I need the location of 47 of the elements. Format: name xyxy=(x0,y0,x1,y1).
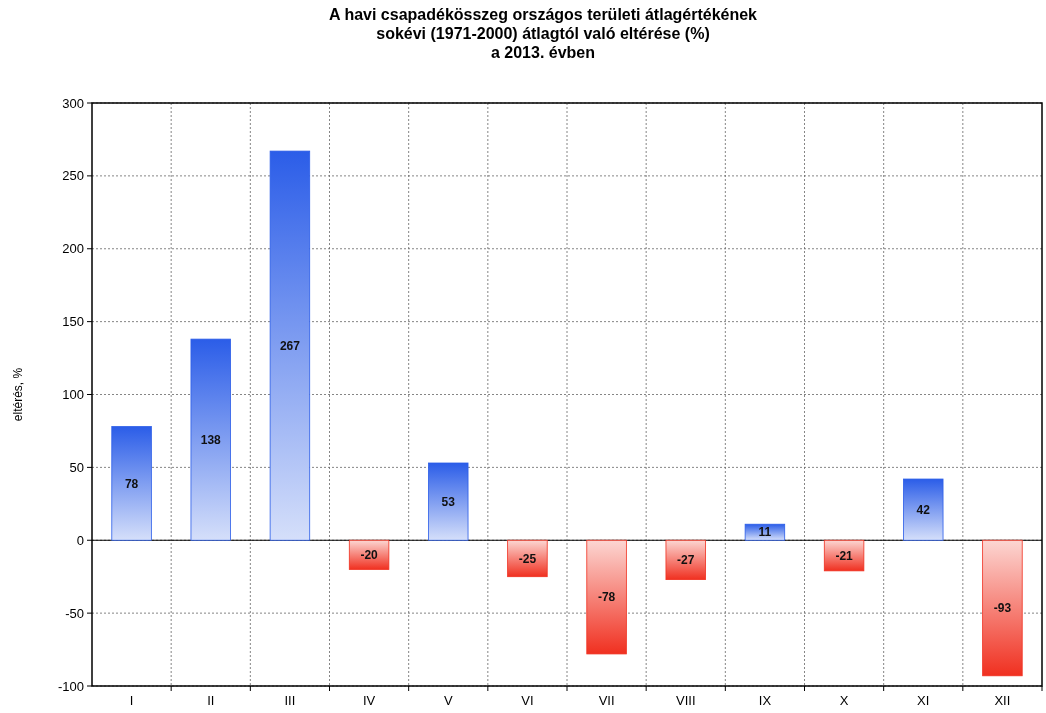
data-label: -78 xyxy=(597,590,616,605)
data-label: -27 xyxy=(677,553,695,568)
bar xyxy=(744,523,786,541)
bar xyxy=(190,338,231,541)
bar xyxy=(507,539,548,578)
data-label: 267 xyxy=(279,338,301,353)
x-tick-label: VII xyxy=(598,693,615,708)
bar xyxy=(823,539,865,572)
y-tick-label: -100 xyxy=(57,678,84,694)
x-tick-label: V xyxy=(443,693,453,708)
bar xyxy=(982,539,1023,677)
x-tick-label: XII xyxy=(994,693,1011,708)
bar xyxy=(269,150,311,541)
x-tick-label: I xyxy=(129,693,134,708)
x-tick-label: II xyxy=(207,693,215,708)
data-label: 53 xyxy=(441,494,456,509)
y-tick-label: 100 xyxy=(62,387,84,403)
x-tick-label: X xyxy=(839,693,849,708)
y-axis-title: eltérés, % xyxy=(11,367,25,422)
y-tick-label: 50 xyxy=(69,459,84,475)
data-label: 42 xyxy=(916,502,931,517)
data-label: -25 xyxy=(518,551,537,566)
bar xyxy=(665,539,706,580)
bar xyxy=(348,539,390,570)
x-tick-label: III xyxy=(284,693,296,708)
bar xyxy=(586,539,627,655)
data-label: -21 xyxy=(835,548,854,563)
x-tick-label: VIII xyxy=(675,693,696,708)
x-tick-label: IV xyxy=(362,693,376,708)
bar xyxy=(428,462,469,541)
x-tick-label: XI xyxy=(917,693,930,708)
bar xyxy=(903,478,944,541)
y-tick-label: 0 xyxy=(76,532,84,548)
chart-title: A havi csapadékösszeg országos területi átlagértékének sokévi (1971-2000) átlagtól való eltérése (%) a 2013. évben xyxy=(328,6,758,61)
x-tick-label: VI xyxy=(521,693,534,708)
data-label: 11 xyxy=(758,525,772,540)
bar xyxy=(111,426,152,541)
y-tick-label: 200 xyxy=(62,241,84,257)
data-label: -93 xyxy=(993,601,1012,616)
data-label: 138 xyxy=(200,432,222,447)
data-label: -20 xyxy=(360,548,379,563)
y-tick-label: 150 xyxy=(62,314,84,330)
y-tick-label: 250 xyxy=(62,168,84,184)
y-tick-label: -50 xyxy=(65,605,84,621)
y-tick-label: 300 xyxy=(62,95,84,111)
data-label: 78 xyxy=(124,476,139,491)
x-tick-label: IX xyxy=(758,693,772,708)
